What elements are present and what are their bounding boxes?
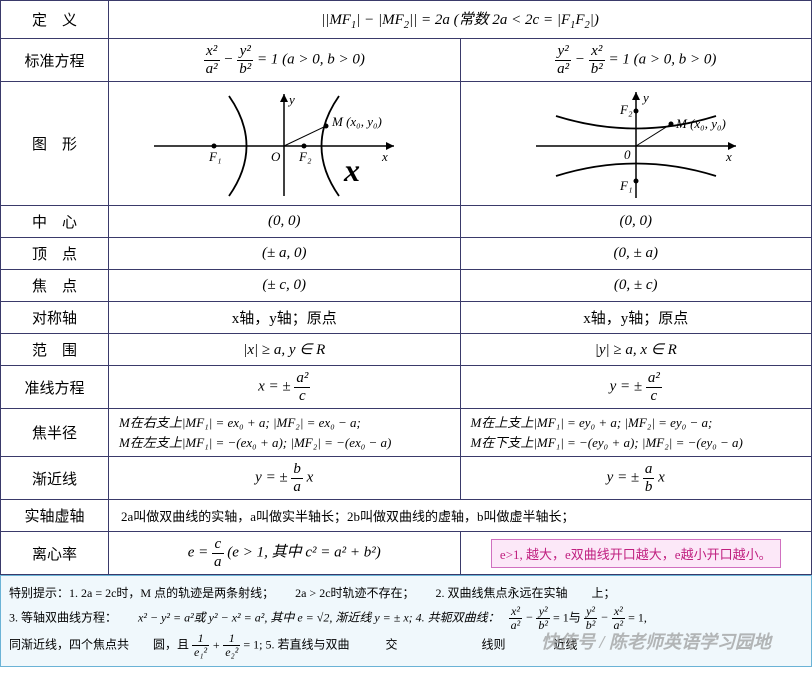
footer-3c: = 1; 5. 若直线与双曲 交 线则 近线 (243, 638, 577, 652)
footer-2a: 3. 等轴双曲线方程： (9, 610, 111, 624)
graph-horizontal: F₁ F₂ O y x M (x₀, y₀) x (109, 82, 461, 206)
footer-notes: 特别提示：1. 2a = 2c时，M 点的轨迹是两条射线； 2a > 2c时轨迹… (0, 575, 812, 667)
label-focal-radius: 焦半径 (1, 409, 109, 457)
focal-v: M在上支上|MF₁| = ey₀ + a; |MF₂| = ey₀ − a; M… (460, 409, 812, 457)
directrix-h: x = ± a²c (109, 366, 461, 409)
label-directrix: 准线方程 (1, 366, 109, 409)
definition-eq: ||MF1| − |MF2|| = 2a (常数 2a < 2c = |F1F2… (109, 1, 812, 39)
focus-v: (0, ± c) (460, 270, 812, 302)
svg-text:F₁: F₁ (208, 149, 221, 164)
focal-h: M在右支上|MF₁| = ex₀ + a; |MF₂| = ex₀ − a; M… (109, 409, 461, 457)
label-axes: 实轴虚轴 (1, 500, 109, 532)
label-focus: 焦 点 (1, 270, 109, 302)
footer-2b: x² − y² = a²或 y² − x² = a², 其中 e = √2, 渐… (138, 610, 494, 624)
sym-v: x轴，y轴；原点 (460, 302, 812, 334)
footer-3b: 1e₁² + 1e₂² (192, 638, 243, 652)
center-h: (0, 0) (109, 206, 461, 238)
eq-horizontal: x²a² − y²b² = 1 (a > 0, b > 0) (109, 39, 461, 82)
focus-h: (± c, 0) (109, 270, 461, 302)
footer-2c2: y²b² − x²a² (584, 610, 628, 624)
label-vertex: 顶 点 (1, 238, 109, 270)
center-v: (0, 0) (460, 206, 812, 238)
svg-text:F₂: F₂ (298, 149, 312, 164)
footer-1c: 2. 双曲线焦点永远在实轴 上； (436, 586, 616, 600)
svg-text:x: x (725, 149, 732, 164)
asym-h: y = ± ba x (109, 457, 461, 500)
footer-2c1: x²a² − y²b² (509, 610, 553, 624)
label-center: 中 心 (1, 206, 109, 238)
sym-h: x轴，y轴；原点 (109, 302, 461, 334)
label-definition: 定 义 (1, 1, 109, 39)
vertex-v: (0, ± a) (460, 238, 812, 270)
footer-1a: 特别提示：1. 2a = 2c时，M 点的轨迹是两条射线； (9, 586, 268, 600)
axes-text: 2a叫做双曲线的实轴，a叫做实半轴长；2b叫做双曲线的虚轴，b叫做虚半轴长； (109, 500, 812, 532)
svg-text:0: 0 (624, 147, 631, 162)
svg-text:F₁: F₁ (619, 178, 632, 193)
svg-text:O: O (271, 149, 281, 164)
footer-1b: 2a > 2c时轨迹不存在； (295, 586, 408, 600)
svg-text:x: x (343, 152, 360, 188)
footer-2cend: = 1, (628, 610, 647, 624)
ecc-note: e>1, 越大，e双曲线开口越大，e越小开口越小。 (460, 532, 812, 575)
directrix-v: y = ± a²c (460, 366, 812, 409)
label-ecc: 离心率 (1, 532, 109, 575)
vertex-h: (± a, 0) (109, 238, 461, 270)
label-sym: 对称轴 (1, 302, 109, 334)
svg-text:y: y (641, 90, 649, 105)
graph-vertical: F₂ F₁ 0 y x M (x₀, y₀) (460, 82, 812, 206)
footer-3a: 同渐近线，四个焦点共 圆，且 (9, 638, 192, 652)
svg-text:y: y (287, 92, 295, 107)
svg-text:M (x₀, y₀): M (x₀, y₀) (675, 116, 726, 131)
range-v: |y| ≥ a, x ∈ R (460, 334, 812, 366)
label-graph: 图 形 (1, 82, 109, 206)
range-h: |x| ≥ a, y ∈ R (109, 334, 461, 366)
ecc-left: e = ca (e > 1, 其中 c² = a² + b²) (109, 532, 461, 575)
hyperbola-table: 定 义 ||MF1| − |MF2|| = 2a (常数 2a < 2c = |… (0, 0, 812, 575)
label-asymptote: 渐近线 (1, 457, 109, 500)
watermark-text: 快传号 / 陈老师英语学习园地 (541, 625, 771, 659)
label-std-eq: 标准方程 (1, 39, 109, 82)
asym-v: y = ± ab x (460, 457, 812, 500)
ecc-highlight-box: e>1, 越大，e双曲线开口越大，e越小开口越小。 (491, 539, 781, 568)
svg-text:x: x (381, 149, 388, 164)
svg-text:M (x₀, y₀): M (x₀, y₀) (331, 114, 382, 129)
svg-text:F₂: F₂ (619, 102, 633, 117)
eq-vertical: y²a² − x²b² = 1 (a > 0, b > 0) (460, 39, 812, 82)
footer-2cmid: = 1与 (553, 610, 584, 624)
label-range: 范 围 (1, 334, 109, 366)
